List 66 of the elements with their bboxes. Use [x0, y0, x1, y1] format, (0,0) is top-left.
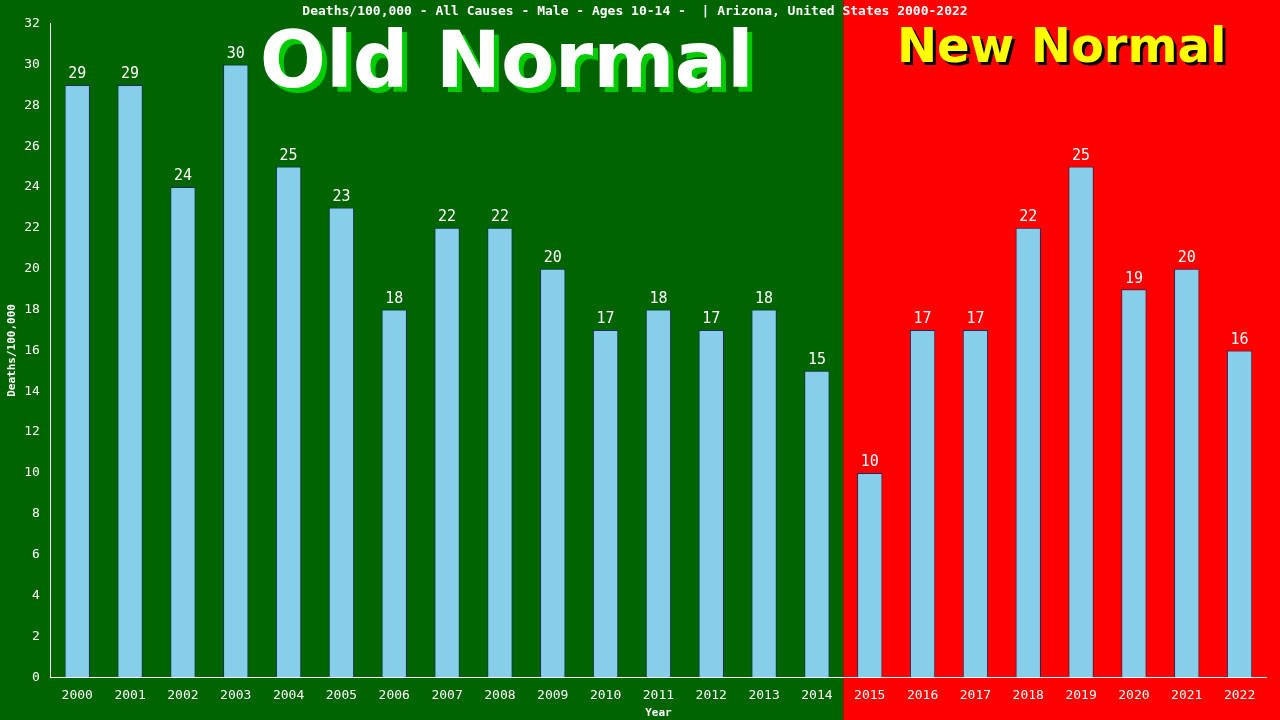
data-label: 17: [596, 309, 615, 328]
x-tick-label: 2011: [642, 687, 675, 703]
x-tick-label: 2010: [589, 687, 622, 703]
band-label: New Normal: [896, 17, 1227, 74]
y-tick-label: 22: [24, 219, 40, 235]
data-label: 22: [438, 207, 457, 226]
y-tick-label: 2: [32, 627, 40, 643]
x-tick-label: 2013: [748, 687, 780, 703]
x-tick-label: 2000: [61, 687, 93, 703]
y-tick-label: 8: [32, 505, 40, 521]
data-label: 29: [121, 64, 140, 83]
data-label: 19: [1124, 268, 1143, 287]
data-label: 20: [1177, 248, 1196, 267]
x-tick-label: 2007: [431, 687, 463, 703]
data-label: 25: [279, 145, 298, 164]
y-tick-label: 10: [24, 464, 40, 480]
data-label: 22: [490, 207, 509, 226]
y-axis-title: Deaths/100,000: [5, 304, 19, 397]
x-tick-label: 2020: [1118, 687, 1150, 703]
data-label: 18: [649, 288, 668, 307]
x-tick-label: 2002: [167, 687, 199, 703]
x-tick-label: 2005: [325, 687, 358, 703]
x-tick-label: 2015: [854, 687, 886, 703]
y-tick-label: 16: [24, 341, 40, 357]
x-tick-label: 2018: [1012, 687, 1044, 703]
y-tick-label: 18: [24, 300, 40, 316]
data-label: 10: [860, 452, 879, 471]
x-tick-label: 2006: [378, 687, 410, 703]
data-label: 29: [68, 64, 87, 83]
data-label: 17: [966, 309, 985, 328]
data-label: 17: [913, 309, 932, 328]
data-label: 23: [332, 186, 351, 205]
x-axis-title: Year: [645, 706, 673, 720]
y-tick-label: 6: [32, 546, 40, 562]
x-tick-label: 2019: [1065, 687, 1097, 703]
y-tick-label: 26: [24, 137, 40, 153]
x-tick-label: 2008: [484, 687, 516, 703]
y-tick-label: 4: [32, 586, 41, 602]
y-tick-label: 12: [24, 423, 40, 439]
x-tick-label: 2012: [695, 687, 727, 703]
x-tick-label: 2004: [272, 687, 305, 703]
data-label: 17: [702, 309, 721, 328]
y-tick-label: 0: [32, 668, 40, 684]
x-tick-label: 2021: [1171, 687, 1203, 703]
data-label: 18: [755, 288, 774, 307]
y-tick-label: 20: [24, 260, 40, 276]
x-tick-label: 2003: [220, 687, 252, 703]
y-tick-label: 24: [24, 178, 41, 194]
y-tick-label: 14: [24, 382, 41, 398]
data-label: 20: [543, 248, 562, 267]
data-label: 16: [1230, 329, 1249, 348]
data-label: 18: [385, 288, 404, 307]
x-tick-label: 2022: [1223, 687, 1256, 703]
data-label: 25: [1072, 145, 1091, 164]
x-tick-label: 2001: [114, 687, 146, 703]
y-tick-label: 32: [24, 14, 40, 30]
data-label: 22: [1019, 207, 1038, 226]
x-tick-label: 2017: [959, 687, 992, 703]
y-tick-label: 30: [24, 55, 40, 71]
data-label: 15: [807, 350, 826, 369]
data-label: 24: [173, 166, 192, 185]
y-tick-label: 28: [24, 96, 40, 112]
x-tick-label: 2009: [537, 687, 569, 703]
data-label: 30: [226, 43, 245, 62]
x-tick-label: 2014: [801, 687, 833, 703]
x-tick-label: 2016: [906, 687, 939, 703]
